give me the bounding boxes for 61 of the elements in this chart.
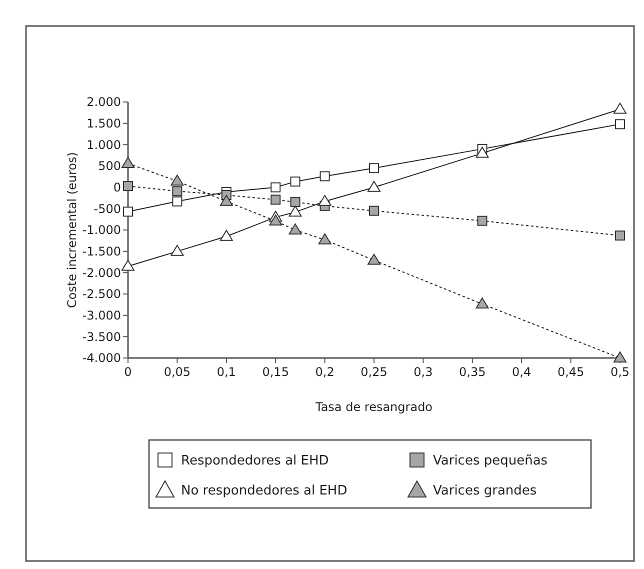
legend-label: No respondedores al EHD xyxy=(181,484,348,499)
point xyxy=(476,146,489,158)
x-axis-title: Tasa de resangrado xyxy=(314,400,433,414)
y-tick-label: -4.000 xyxy=(82,351,121,366)
x-tick-label: 0,25 xyxy=(360,365,388,379)
point xyxy=(368,180,380,192)
y-tick-label: 1.500 xyxy=(86,116,121,131)
y-axis-title: Coste incremental (euros) xyxy=(65,152,79,308)
x-tick-label: 0,15 xyxy=(262,365,289,379)
point xyxy=(123,181,133,192)
point xyxy=(614,352,626,362)
point xyxy=(476,298,489,309)
point xyxy=(369,163,379,174)
point xyxy=(290,176,300,187)
point xyxy=(290,197,300,208)
point xyxy=(288,224,302,234)
point xyxy=(270,182,281,192)
point xyxy=(615,230,625,241)
y-tick-label: -2.500 xyxy=(82,287,121,302)
x-tick-label: 0,4 xyxy=(512,365,532,379)
point xyxy=(270,194,281,205)
point xyxy=(170,174,184,186)
point xyxy=(123,206,133,217)
point xyxy=(122,260,134,271)
y-tick-label: -1.000 xyxy=(82,223,121,238)
point xyxy=(220,194,233,206)
x-tick-label: 0,45 xyxy=(557,365,584,379)
x-tick-label: 0 xyxy=(124,365,132,379)
legend-label: Respondedores al EHD xyxy=(181,454,329,469)
legend-label: Varices grandes xyxy=(433,484,537,499)
y-tick-label: -3.000 xyxy=(82,308,121,323)
point xyxy=(269,214,282,226)
y-tick-label: -2.000 xyxy=(82,266,121,280)
y-tick-label: 2.000 xyxy=(86,95,121,110)
point xyxy=(172,196,182,206)
point xyxy=(318,194,332,206)
x-tick-label: 0,35 xyxy=(459,365,486,379)
point xyxy=(614,102,626,114)
x-tick-label: 0,5 xyxy=(610,365,630,379)
x-tick-label: 0,1 xyxy=(216,365,236,379)
point xyxy=(320,171,330,182)
y-tick-label: 0 xyxy=(113,180,121,195)
y-tick-label: 500 xyxy=(98,159,121,174)
point xyxy=(477,216,488,226)
point xyxy=(170,244,184,256)
y-tick-label: 1.000 xyxy=(86,138,121,152)
y-tick-label: -3.500 xyxy=(82,330,121,344)
point xyxy=(318,233,332,244)
point xyxy=(368,254,380,265)
legend-label: Varices pequeñas xyxy=(433,454,548,469)
x-tick-label: 0,3 xyxy=(414,365,433,379)
point xyxy=(615,119,625,130)
point xyxy=(172,186,182,196)
x-tick-label: 0,05 xyxy=(164,365,191,379)
point xyxy=(288,206,302,217)
x-tick-label: 0,2 xyxy=(315,365,334,379)
y-tick-label: -500 xyxy=(94,202,121,216)
point xyxy=(122,156,134,168)
point xyxy=(369,206,379,216)
y-tick-label: -1.500 xyxy=(82,244,121,259)
point xyxy=(220,230,233,241)
